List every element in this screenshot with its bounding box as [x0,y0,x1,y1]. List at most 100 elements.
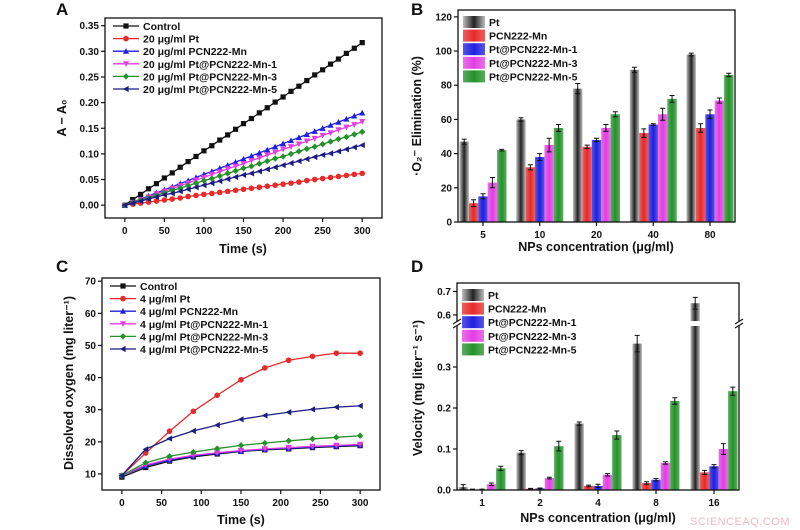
error-bar [584,144,590,149]
data-point [264,105,270,111]
data-point [279,162,286,169]
data-point [309,443,316,450]
data-point [225,132,231,138]
data-point [213,445,221,452]
error-bar [698,123,704,133]
data-point [280,94,286,100]
data-point [240,171,247,179]
error-bar [527,164,533,171]
legend-label: Pt@PCN222-Mn-1 [489,44,578,56]
data-point [309,435,316,443]
data-point [264,157,271,165]
data-point [359,128,366,136]
legend-marker [119,321,127,327]
data-point [359,109,366,116]
data-point [161,189,168,197]
data-point [287,160,294,167]
data-point [232,163,239,170]
x-tick-label: 16 [708,498,720,509]
error-bar [711,464,717,469]
data-point [177,164,183,170]
data-point [287,150,295,158]
series-5 [121,142,365,209]
data-point [240,121,247,127]
data-point [201,148,207,154]
bar [516,119,526,222]
data-point [190,427,196,434]
data-point [166,453,173,460]
y-tick-label: 40 [85,373,97,384]
error-bar [641,128,647,138]
data-point [351,112,358,119]
error-bar [594,137,599,143]
data-point [232,126,239,132]
data-point [311,153,318,161]
data-point [264,152,271,159]
data-point [232,167,239,175]
data-point [351,122,358,128]
error-bar [480,193,486,200]
data-point [309,353,316,360]
error-bar [489,177,495,189]
x-tick-label: 100 [196,226,213,237]
x-tick-label: 100 [193,498,210,509]
data-point [311,176,318,183]
error-bar [499,148,505,152]
legend-marker [122,61,130,67]
legend-label: Pt@PCN222-Mn-5 [489,71,578,83]
data-point [335,56,342,62]
data-point [327,130,334,136]
data-point [319,125,326,131]
data-point [319,175,326,182]
data-point [169,196,176,202]
y-tick-label: 70 [85,277,97,288]
x-tick-label: 40 [648,230,660,241]
data-point [303,138,310,145]
data-point [256,149,263,156]
y-tick-label: 50 [85,341,97,352]
data-point [311,135,318,142]
y-tick-label: 60 [441,115,453,126]
bar [582,146,592,222]
data-point [248,185,255,192]
error-bar [614,430,620,440]
legend-label: Pt@PCN222-Mn-5 [488,344,577,356]
bar [648,124,658,222]
data-point [216,177,223,185]
chart-b-plot-frame [457,9,736,223]
data-point [343,124,350,131]
data-point [295,157,302,165]
data-point [248,163,255,170]
data-point [224,188,231,195]
error-bar [575,83,581,95]
axis-break-mark [452,318,462,329]
y-tick-label: 20 [441,183,453,194]
y-tick-label: 20 [85,437,97,448]
legend-marker [122,48,130,54]
data-point [287,144,295,150]
data-point [216,169,223,175]
bar [699,472,710,490]
data-point [311,128,318,134]
data-point [357,402,363,409]
bar [686,54,696,222]
y-tick-label: 120 [435,12,452,23]
y-tick-label: 0.10 [80,149,100,160]
data-point [272,143,279,150]
legend-swatch [462,289,484,301]
data-point [138,191,144,198]
legend-label: 20 μg/ml PCN222-Mn [143,46,247,58]
data-point [256,110,262,116]
data-point [319,132,326,139]
data-point [232,159,239,165]
data-point [145,186,152,192]
bar [486,484,497,490]
y-tick-label: 10 [85,469,97,480]
data-point [304,177,310,184]
bar [516,452,526,490]
bar [705,114,715,222]
data-point [357,350,363,356]
bar [657,114,668,222]
data-point [264,183,271,190]
data-point [209,143,215,149]
